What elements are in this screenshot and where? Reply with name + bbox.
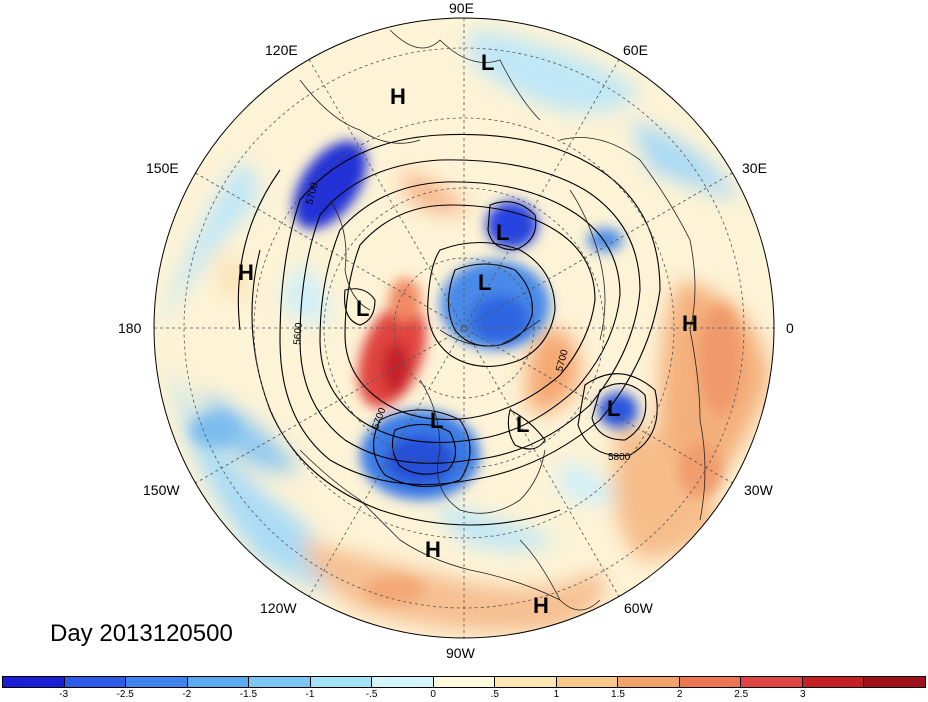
lon-label-60e: 60E xyxy=(623,42,648,58)
contour-label: 5800 xyxy=(608,452,631,463)
colorbar-swatch xyxy=(741,677,803,687)
pressure-center-high: H xyxy=(425,537,441,562)
lon-label-150w: 150W xyxy=(143,482,180,498)
pressure-center-high: H xyxy=(682,311,698,336)
lon-label-150e: 150E xyxy=(146,160,179,176)
colorbar-swatch xyxy=(433,677,496,687)
colorbar-tick-label: -1 xyxy=(305,689,315,700)
colorbar-swatch xyxy=(864,677,925,687)
colorbar-swatch xyxy=(618,677,680,687)
colorbar-tick-label: 0 xyxy=(430,689,436,700)
colorbar-tick-label: -2 xyxy=(182,689,192,700)
colorbar-swatch xyxy=(64,677,127,687)
colorbar-tick-label: -3 xyxy=(59,689,69,700)
colorbar-swatch xyxy=(310,677,373,687)
pressure-center-high: H xyxy=(238,260,254,285)
colorbar-tick-label: 2 xyxy=(676,689,683,700)
pressure-center-low: L xyxy=(356,296,369,321)
graticule xyxy=(154,18,774,638)
pressure-centers: L H L H L L H L L L H H xyxy=(238,50,698,618)
colorbar-ticks: -3 -2.5 -2 -1.5 -1 -.5 0 .5 1 1.5 2 2.5 3 xyxy=(2,689,926,701)
colorbar-tick-label: -2.5 xyxy=(116,689,134,700)
contour-label: 5600 xyxy=(292,322,305,346)
colorbar-swatch xyxy=(679,677,742,687)
colorbar-swatch xyxy=(556,677,619,687)
lon-label-90e: 90E xyxy=(449,0,474,16)
coastlines xyxy=(299,29,706,611)
pressure-center-low: L xyxy=(496,220,509,245)
lon-label-0: 0 xyxy=(786,320,794,336)
lon-label-90w: 90W xyxy=(446,645,475,661)
colorbar-swatch xyxy=(495,677,557,687)
pressure-center-low: L xyxy=(481,50,494,75)
colorbar xyxy=(2,676,926,688)
colorbar-tick-label: -.5 xyxy=(365,689,378,700)
pressure-center-low: L xyxy=(516,412,529,437)
pressure-center-low: L xyxy=(430,408,443,433)
lon-label-30w: 30W xyxy=(744,482,773,498)
colorbar-swatch xyxy=(372,677,434,687)
colorbar-swatch xyxy=(126,677,188,687)
colorbar-tick-label: 1 xyxy=(553,689,560,700)
colorbar-swatch xyxy=(249,677,311,687)
colorbar-swatch xyxy=(802,677,865,687)
colorbar-tick-label: -1.5 xyxy=(239,689,258,700)
pressure-center-low: L xyxy=(478,270,491,295)
pressure-center-high: H xyxy=(533,593,549,618)
colorbar-swatch xyxy=(3,677,65,687)
pressure-center-high: H xyxy=(390,84,406,109)
lon-label-60w: 60W xyxy=(624,600,653,616)
lon-label-120w: 120W xyxy=(260,600,297,616)
map-title: Day 2013120500 xyxy=(50,620,233,647)
lon-label-30e: 30E xyxy=(742,160,767,176)
colorbar-tick-label: 3 xyxy=(800,689,806,700)
colorbar-tick-label: 2.5 xyxy=(734,689,749,700)
colorbar-tick-label: 1.5 xyxy=(611,689,625,700)
colorbar-tick-label: .5 xyxy=(490,689,499,700)
map-boundary xyxy=(153,17,775,639)
lon-label-120e: 120E xyxy=(265,42,298,58)
pressure-center-low: L xyxy=(607,396,620,421)
lon-label-180: 180 xyxy=(118,320,142,336)
colorbar-swatch xyxy=(187,677,250,687)
